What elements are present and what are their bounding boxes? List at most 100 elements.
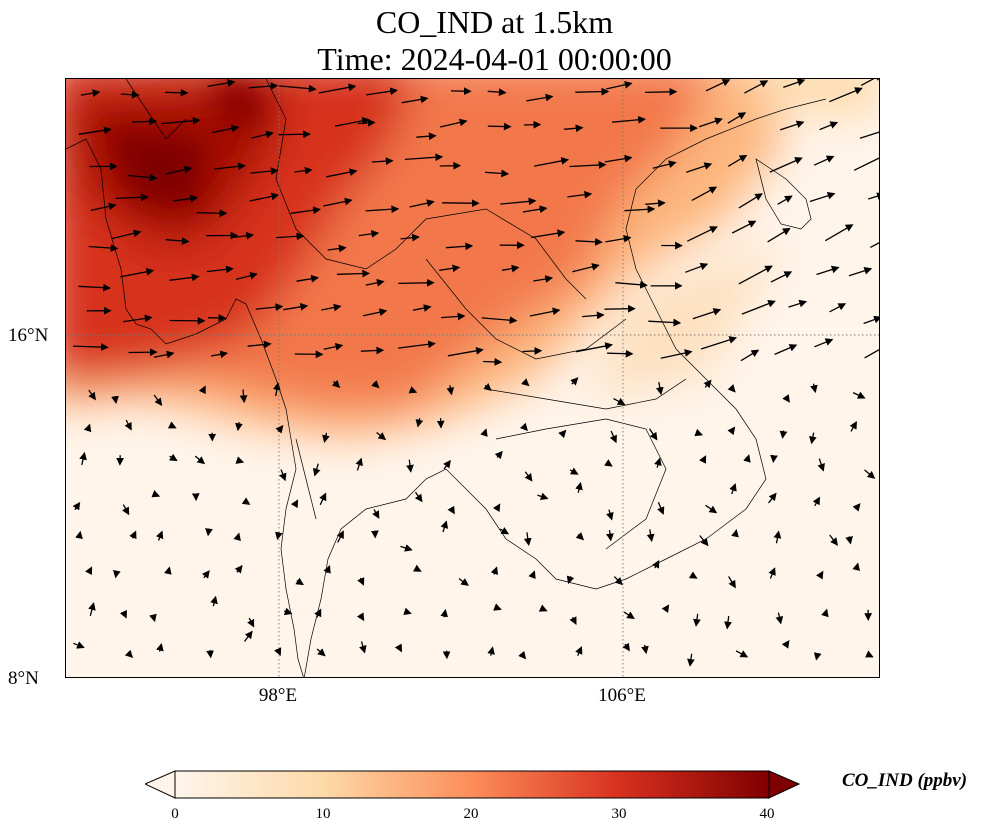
wind-vector-arrow	[613, 397, 626, 406]
wind-vector-arrow	[575, 646, 583, 656]
wind-vector-arrow	[153, 394, 163, 407]
wind-vector-arrow	[443, 459, 451, 470]
wind-vector-arrow	[358, 230, 380, 238]
wind-vector-arrow	[78, 126, 112, 135]
wind-vector-arrow	[604, 154, 633, 163]
wind-vector-arrow	[131, 117, 158, 126]
wind-vector-arrow	[609, 430, 617, 444]
colorbar-max-extend	[768, 770, 800, 799]
wind-vector-arrow	[809, 432, 817, 445]
wind-vector-arrow	[234, 231, 255, 240]
wind-vector-arrow	[275, 424, 284, 434]
wind-vector-arrow	[864, 650, 874, 658]
wind-vector-arrow	[728, 576, 736, 589]
wind-vector-arrow	[727, 384, 736, 393]
wind-vector-arrow	[357, 119, 376, 127]
wind-vector-arrow	[607, 349, 634, 358]
wind-vector-arrow	[863, 315, 879, 325]
wind-vector-arrow	[440, 520, 449, 533]
wind-vector-arrow	[615, 280, 648, 289]
wind-vector-arrow	[494, 450, 503, 460]
wind-vector-arrow	[613, 576, 623, 586]
wind-vector-arrow	[821, 608, 829, 618]
wind-vector-arrow	[528, 570, 536, 580]
wind-vector-arrow	[88, 602, 96, 616]
wind-vector-arrow	[359, 641, 367, 654]
wind-vector-arrow	[366, 87, 398, 96]
wind-vector-arrow	[403, 607, 412, 616]
wind-vector-arrow	[323, 342, 344, 351]
wind-vector-arrow	[521, 378, 530, 387]
wind-vector-arrow	[817, 458, 825, 472]
wind-vector-arrow	[314, 608, 322, 618]
wind-vector-arrow	[165, 237, 190, 245]
wind-vector-arrow	[782, 394, 790, 403]
wind-vector-arrow	[73, 641, 85, 649]
wind-vector-arrow	[812, 496, 821, 507]
wind-vector-arrow	[727, 426, 736, 436]
wind-vector-arrow	[235, 456, 245, 464]
wind-vector-arrow	[533, 275, 554, 283]
wind-vector-arrow	[401, 95, 429, 104]
wind-vector-arrow	[563, 124, 584, 133]
wind-vector-arrow	[859, 131, 879, 139]
wind-vector-arrow	[212, 124, 240, 134]
wind-vector-arrow	[72, 343, 109, 351]
wind-vector-arrow	[445, 242, 474, 251]
colorbar-label: CO_IND (ppbv)	[842, 770, 968, 791]
wind-vector-arrow	[275, 531, 283, 541]
graticule	[66, 79, 879, 677]
wind-vector-arrow	[398, 278, 435, 287]
wind-vector-arrow	[735, 650, 749, 658]
wind-vector-arrow	[198, 385, 206, 395]
wind-vector-arrow	[655, 381, 664, 396]
wind-vector-arrow	[239, 389, 248, 404]
wind-vector-arrow	[777, 195, 793, 205]
wind-vector-arrow	[416, 132, 437, 141]
wind-vector-arrow	[700, 336, 738, 350]
wind-vector-arrow	[290, 206, 321, 215]
wind-vector-arrow	[480, 428, 488, 437]
wind-vector-arrow	[853, 154, 879, 171]
wind-vector-arrow	[483, 358, 503, 366]
wind-vector-arrow	[155, 530, 164, 541]
wind-vector-arrow	[250, 167, 279, 176]
wind-vector-arrow	[769, 157, 803, 173]
wind-vector-arrow	[687, 653, 695, 667]
wind-vector-arrow	[705, 79, 731, 92]
wind-vector-arrow	[773, 530, 782, 544]
wind-vector-arrow	[699, 535, 709, 547]
colorbar-tick: 10	[315, 806, 331, 822]
lon-label-106e: 106°E	[598, 685, 646, 706]
wind-vector-arrow	[439, 264, 461, 273]
wind-vector-arrow	[156, 642, 164, 652]
wind-vector-arrow	[699, 455, 707, 464]
wind-vector-arrow	[852, 503, 861, 512]
wind-vector-arrow	[394, 643, 403, 653]
wind-vector-arrow	[206, 650, 214, 659]
wind-vector-arrow	[283, 607, 293, 616]
wind-vector-arrow	[485, 169, 510, 178]
wind-vector-arrow	[526, 93, 554, 102]
wind-vector-arrow	[205, 528, 213, 537]
wind-vector-arrow	[446, 385, 455, 396]
wind-vector-arrow	[113, 569, 121, 579]
wind-vector-arrow	[119, 267, 155, 278]
wind-vector-arrow	[161, 116, 201, 125]
wind-vector-arrow	[323, 564, 331, 574]
wind-vector-arrow	[694, 428, 704, 437]
wind-vector-arrow	[523, 120, 542, 129]
wind-vector-arrow	[441, 312, 466, 321]
wind-vector-arrow	[534, 157, 570, 167]
wind-vector-arrow	[243, 630, 253, 642]
wind-vector-arrow	[295, 577, 305, 586]
wind-vector-arrow	[169, 453, 178, 462]
wind-vector-arrow	[652, 160, 677, 169]
wind-vector-arrow	[487, 122, 512, 131]
wind-vector-arrow	[376, 431, 387, 441]
wind-vector-arrow	[538, 604, 548, 612]
wind-vector-arrow	[740, 349, 760, 362]
wind-vector-arrow	[404, 153, 444, 162]
wind-vector-arrow	[251, 130, 274, 139]
wind-vector-arrow	[111, 229, 142, 240]
